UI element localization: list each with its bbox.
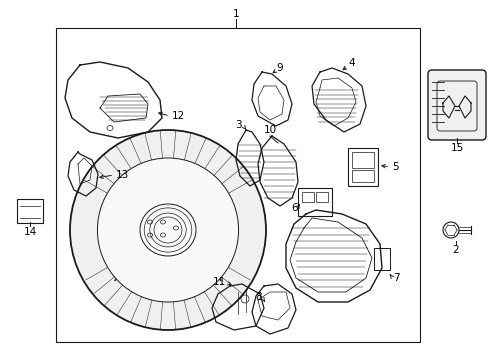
Text: 13: 13 [116, 170, 129, 180]
Text: 3: 3 [235, 120, 242, 130]
Ellipse shape [140, 204, 196, 256]
Text: 9: 9 [276, 63, 283, 73]
Text: 10: 10 [264, 125, 276, 135]
Text: 6: 6 [292, 203, 298, 213]
Text: 15: 15 [450, 143, 464, 153]
Bar [302, 192, 314, 202]
Text: 12: 12 [172, 111, 185, 121]
Bar [352, 152, 374, 168]
Bar [374, 248, 390, 270]
Text: 11: 11 [213, 277, 226, 287]
Bar [56, 28, 420, 342]
Text: 4: 4 [348, 58, 355, 68]
Text: 7: 7 [393, 273, 400, 283]
Ellipse shape [98, 158, 239, 302]
Ellipse shape [70, 130, 266, 330]
Bar [298, 188, 332, 216]
FancyBboxPatch shape [428, 70, 486, 140]
Bar [316, 192, 328, 202]
Bar [352, 170, 374, 182]
Bar [348, 148, 378, 186]
Text: 1: 1 [233, 9, 239, 19]
Text: 14: 14 [24, 227, 37, 237]
Text: 8: 8 [255, 292, 262, 302]
Text: 5: 5 [392, 162, 399, 172]
Text: 2: 2 [453, 245, 459, 255]
